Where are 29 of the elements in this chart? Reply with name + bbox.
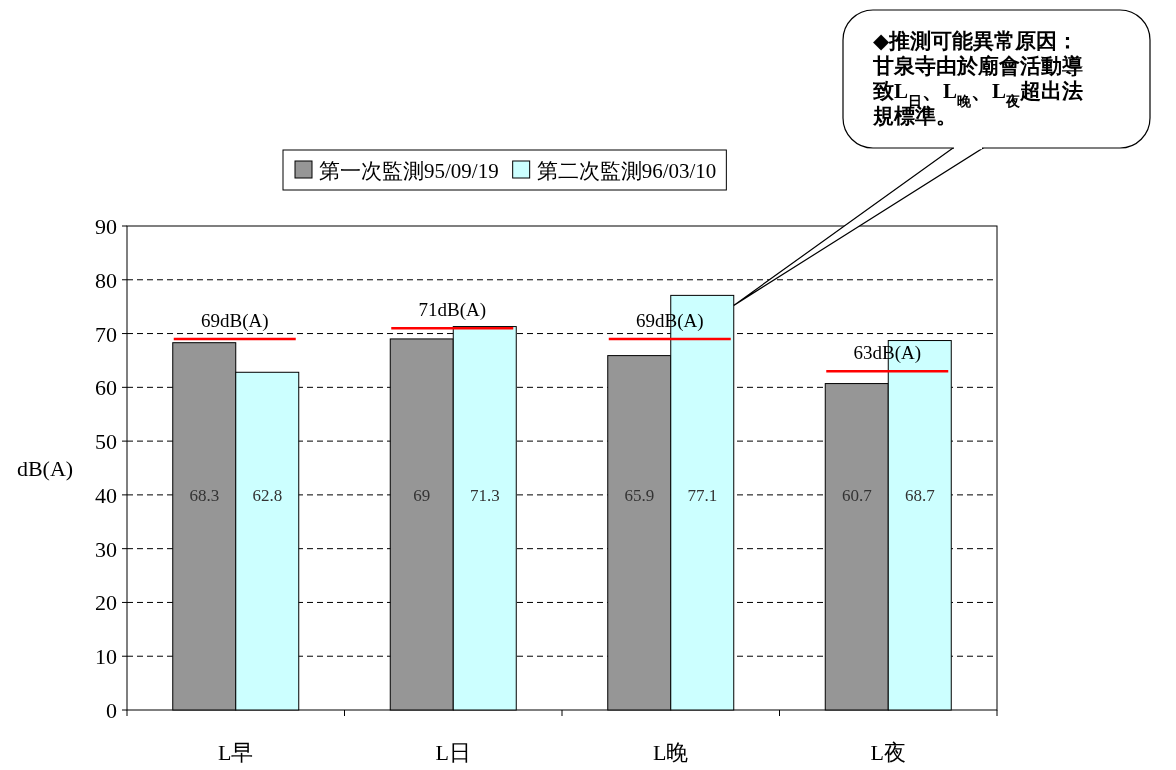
y-tick-label: 10 bbox=[95, 644, 117, 670]
limit-mark: 71dB(A) bbox=[391, 299, 514, 330]
legend-label: 第一次監測95/09/19 bbox=[319, 159, 499, 183]
data-label: 60.7 bbox=[841, 485, 873, 505]
annotation: 69dB(A) bbox=[200, 309, 269, 332]
limit-mark: 69dB(A) bbox=[173, 309, 296, 341]
legend-label: 第二次監測96/03/10 bbox=[536, 159, 717, 183]
y-tick-label: 20 bbox=[95, 590, 117, 616]
x-tick-label: L晚 bbox=[653, 740, 689, 765]
annotation: 71dB(A) bbox=[418, 299, 487, 322]
data-label: 68.7 bbox=[904, 485, 936, 505]
x-tick-label: L日 bbox=[435, 740, 471, 765]
y-tick-label: 80 bbox=[95, 267, 117, 293]
x-tick-label: L夜 bbox=[870, 740, 906, 765]
y-axis-title: dB(A) bbox=[16, 456, 74, 481]
y-tick-label: 40 bbox=[95, 482, 117, 508]
data-label: 69 bbox=[413, 485, 431, 505]
data-label: 65.9 bbox=[624, 485, 655, 505]
data-label: 68.3 bbox=[189, 485, 220, 505]
y-tick-label: 70 bbox=[95, 321, 117, 347]
y-tick-label: 90 bbox=[95, 214, 117, 239]
data-label: 71.3 bbox=[469, 485, 500, 505]
data-label: 77.1 bbox=[687, 485, 718, 505]
y-tick-label: 60 bbox=[95, 375, 117, 401]
y-tick-label: 30 bbox=[95, 536, 117, 562]
y-tick-label: 50 bbox=[95, 429, 117, 455]
y-tick-label: 0 bbox=[106, 698, 117, 723]
data-label: 62.8 bbox=[252, 485, 283, 505]
x-tick-label: L早 bbox=[218, 740, 254, 765]
